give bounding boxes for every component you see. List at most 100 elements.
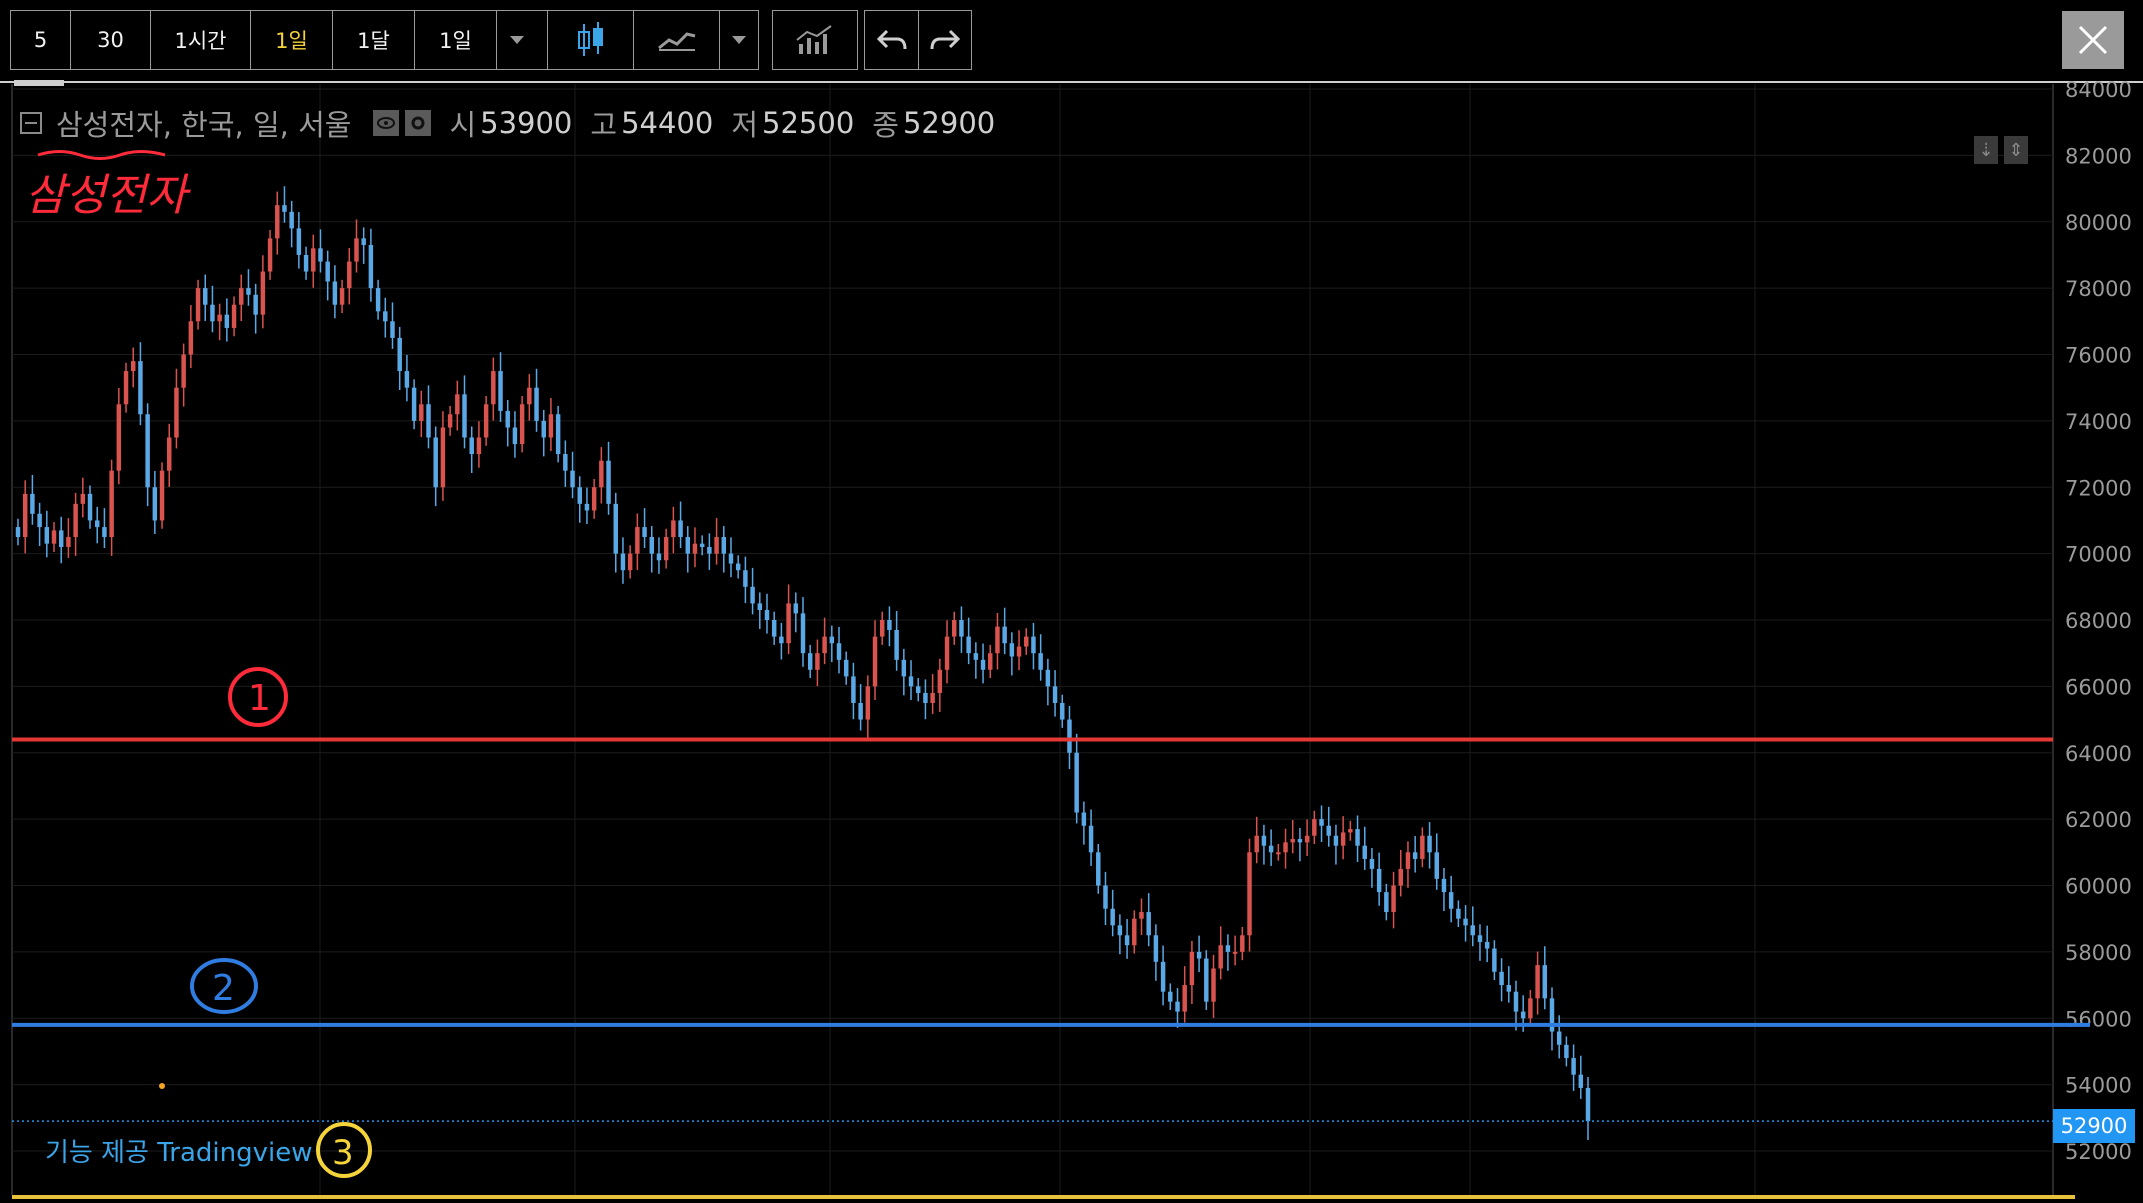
handwritten-title: 삼성전자 [25,170,191,221]
candle-body [102,527,107,538]
candle-body [1297,839,1303,843]
indicator-dropdown-button[interactable] [720,11,758,69]
tradingview-watermark[interactable]: 기능 제공 Tradingview [45,1138,313,1168]
candle-body [1549,998,1555,1032]
candle-body [858,702,863,720]
candle-body [872,636,878,687]
candle-body [37,513,42,528]
candle-body [123,371,129,405]
candle-body [1060,702,1065,720]
scroll-down-icon[interactable]: ⇣ [1974,136,1998,164]
candle-body [361,238,366,245]
marker-dot [159,1083,165,1089]
candle-body [1355,829,1360,846]
interval-30-button[interactable]: 30 [71,11,151,69]
interval-dropdown-button[interactable] [497,11,537,69]
open-value: 53900 [480,106,573,140]
visibility-icon[interactable] [373,110,400,136]
candle-body [1225,945,1231,952]
chart-legend: 삼성전자, 한국, 일, 서울 시 53900 고 54400 저 52500 … [20,102,995,144]
interval-1h-button[interactable]: 1시간 [151,11,251,69]
candle-body [980,659,986,670]
indicator-button[interactable] [634,11,720,69]
candle-body [923,693,928,703]
scroll-thumb[interactable] [14,80,64,86]
candle-body [491,371,496,405]
redo-button[interactable] [919,11,971,69]
candle-body [447,414,453,428]
candle-body [1009,643,1015,657]
candle-body [1232,951,1238,954]
candle-body [58,530,64,547]
candle-body [714,537,719,554]
candle-body [397,337,402,372]
candle-body [663,537,669,561]
candle-body [570,470,575,488]
candle-body [894,629,899,660]
interval-1d-button[interactable]: 1일 [251,11,333,69]
underline-mark [37,150,166,160]
candle-body [1132,918,1137,946]
candle-body [152,487,158,521]
chevron-down-icon [510,36,524,44]
settings-gear-icon[interactable] [405,110,432,136]
y-tick-label: 52000 [2065,1140,2132,1164]
chart-area[interactable]: 84000 82000 80000 78000 76000 74000 72000 70000… [0,80,2143,1203]
candle-body [325,261,330,282]
candle-body [1312,819,1317,836]
open-label: 시 [449,108,477,142]
candle-body [1067,719,1072,753]
y-tick-label: 72000 [2065,476,2132,500]
candle-body [1160,961,1166,992]
candle-body [548,414,554,438]
candle-body [44,527,50,544]
scroll-updown-icon[interactable]: ⇕ [2004,136,2028,164]
candle-body [1276,852,1281,855]
undo-button[interactable] [865,11,919,69]
candle-body [829,636,835,644]
candle-body [865,686,871,720]
candle-body [1448,892,1454,909]
candle-body [541,420,546,438]
candle-body [66,537,71,547]
candle-body [1196,951,1202,959]
candle-body [1571,1058,1576,1075]
candle-body [1189,951,1195,986]
candle-body [318,248,323,262]
interval-5-button[interactable]: 5 [11,11,71,69]
candle-body [289,211,294,229]
high-value: 54400 [621,106,714,140]
candle-body [843,659,849,677]
candle-body [1081,812,1087,826]
candle-body [217,314,222,322]
candle-body [577,487,582,504]
candle-body [15,527,21,538]
candle-body [1182,985,1187,1012]
studies-group [772,10,858,70]
close-button[interactable] [2062,11,2124,69]
candlestick-chart[interactable]: 84000 82000 80000 78000 76000 74000 72000 70000… [0,80,2143,1203]
y-tick-label: 80000 [2065,211,2132,235]
interval-1m-button[interactable]: 1달 [333,11,415,69]
candle-body [635,527,640,554]
candle-body [339,288,345,305]
collapse-icon[interactable] [20,112,42,134]
candle-body [743,570,748,587]
high-label: 고 [590,108,618,142]
candle-body [404,371,410,388]
low-label: 저 [731,108,759,142]
candle-body [879,620,885,637]
interval-select-button[interactable]: 1일 [415,11,497,69]
candle-body [195,288,201,322]
candle-body [1528,998,1533,1019]
last-price-label: 52900 [2053,1109,2135,1143]
studies-button[interactable] [773,11,857,69]
candle-body [959,620,964,637]
candle-body [246,288,251,295]
candle-body [1470,925,1476,936]
candle-body [231,304,237,328]
candle-body [1376,868,1382,893]
candle-body [1463,918,1468,926]
candle-body [1427,835,1432,853]
candlestick-style-button[interactable] [548,11,634,69]
